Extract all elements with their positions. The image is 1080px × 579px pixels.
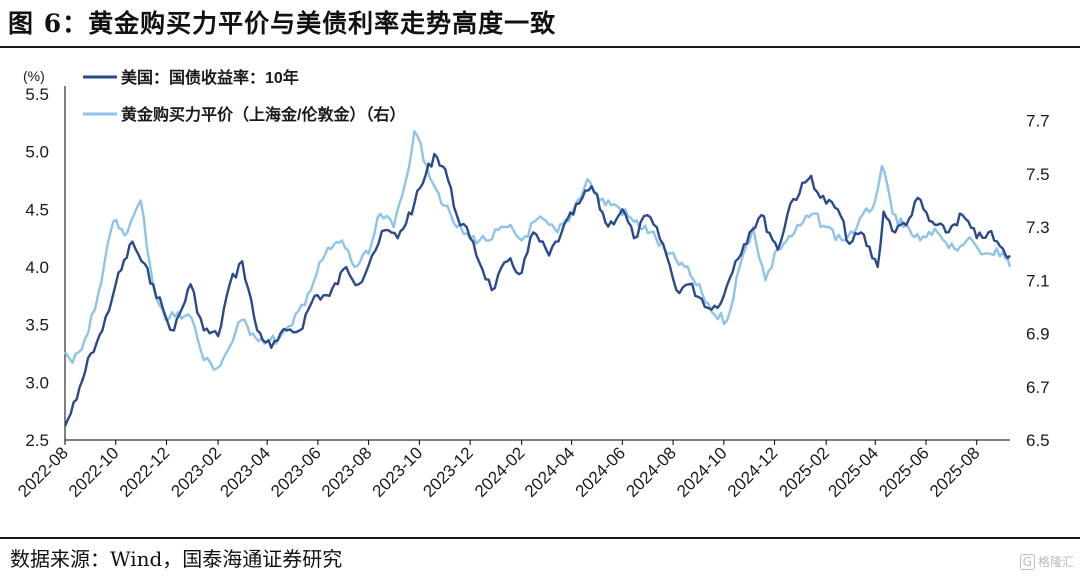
x-tick-label: 2023-12 (419, 443, 477, 501)
y-right-tick-label: 6.7 (1026, 378, 1050, 397)
x-tick-label: 2024-08 (622, 443, 680, 501)
y-right-tick-label: 7.1 (1026, 271, 1050, 290)
x-tick-label: 2022-08 (14, 443, 72, 501)
y-left-tick-label: 4.0 (25, 258, 49, 277)
line-chart: (%) 2.5 3.0 3.5 4.0 4.5 5.0 5.5 6.5 6.7 6.9 7.1 7.3 7… (14, 68, 1049, 501)
x-tick-label: 2024-10 (673, 443, 731, 501)
x-tick-label: 2024-12 (724, 443, 782, 501)
bottom-divider (0, 537, 1080, 539)
x-tick-label: 2024-02 (471, 443, 529, 501)
chart-series (63, 130, 1012, 427)
y-left-tick-label: 3.5 (25, 316, 49, 335)
legend-label: 黄金购买力平价（上海金/伦敦金）（右） (121, 105, 405, 124)
x-tick-label: 2024-06 (572, 443, 630, 501)
y-left-tick-label: 5.5 (25, 85, 49, 104)
y-left-tick-label: 5.0 (25, 143, 49, 162)
x-tick-label: 2023-04 (216, 443, 274, 501)
series-line-gold-ppp (64, 130, 1012, 371)
x-tick-label: 2025-04 (825, 443, 883, 501)
y-left-tick-label: 2.5 (25, 431, 49, 450)
x-tick-label: 2023-06 (267, 443, 325, 501)
x-tick-label: 2025-06 (875, 443, 933, 501)
x-tick-label: 2023-08 (318, 443, 376, 501)
watermark-text: 格隆汇 (1037, 555, 1074, 569)
source-note: 数据来源：Wind，国泰海通证券研究 (10, 547, 343, 571)
y-right-tick-label: 7.7 (1026, 112, 1050, 131)
chart-axes: (%) 2.5 3.0 3.5 4.0 4.5 5.0 5.5 6.5 6.7 6.9 7.1 7.3 7… (14, 68, 1049, 501)
x-tick-label: 2023-02 (167, 443, 225, 501)
legend-label: 美国：国债收益率：10年 (121, 68, 299, 87)
x-tick-label: 2022-12 (116, 443, 174, 501)
series-line-us10y (63, 152, 1011, 427)
x-tick-label: 2022-10 (65, 443, 123, 501)
x-tick-label: 2025-08 (926, 443, 984, 501)
y-right-tick-label: 6.9 (1026, 325, 1050, 344)
y-axis-unit-label: (%) (23, 68, 45, 84)
y-right-tick-label: 7.5 (1026, 165, 1050, 184)
x-tick-label: 2024-04 (521, 443, 579, 501)
figure-title: 图 6：黄金购买力平价与美债利率走势高度一致 (8, 9, 557, 38)
x-tick-label: 2025-02 (775, 443, 833, 501)
watermark-logo-icon: G (1019, 554, 1035, 570)
y-left-tick-label: 4.5 (25, 200, 49, 219)
y-right-tick-label: 6.5 (1026, 431, 1050, 450)
x-tick-label: 2023-10 (369, 443, 427, 501)
top-divider (0, 46, 1080, 48)
y-right-tick-label: 7.3 (1026, 218, 1050, 237)
watermark: G 格隆汇 (1019, 553, 1074, 570)
y-left-tick-label: 3.0 (25, 373, 49, 392)
